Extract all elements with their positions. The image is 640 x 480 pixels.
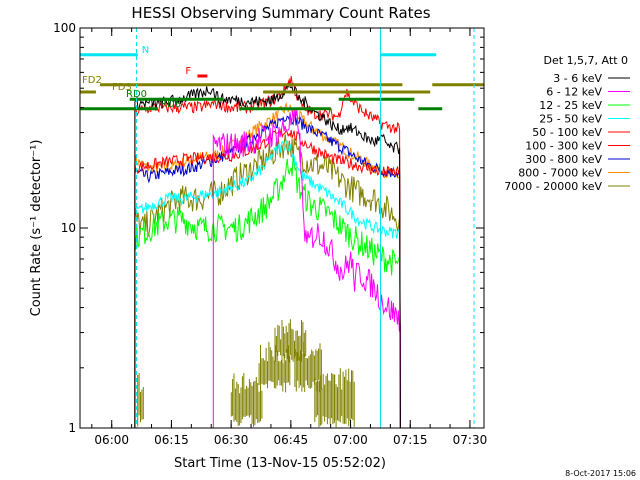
series-line-3-6-kev [134, 82, 401, 428]
low-count-block [230, 373, 263, 427]
series-line-12-25-kev [134, 155, 401, 428]
flag-label-fd2: FD2 [82, 75, 102, 86]
low-count-block [258, 341, 291, 393]
low-count-block [274, 319, 307, 364]
legend-label: 800 - 7000 keV [518, 167, 602, 180]
series-line-6-12-kev [212, 108, 401, 428]
legend-label: 25 - 50 keV [539, 113, 602, 126]
legend-label: 7000 - 20000 keV [504, 180, 602, 193]
flag-label-f: F [185, 66, 191, 77]
y-tick-label: 1 [68, 421, 76, 435]
low-count-block [137, 373, 144, 427]
y-tick-label: 100 [53, 21, 76, 35]
y-tick-label: 10 [61, 221, 76, 235]
x-tick-label: 07:00 [333, 433, 368, 447]
legend-label: 300 - 800 keV [525, 153, 602, 166]
legend-label: 3 - 6 keV [553, 72, 602, 85]
x-axis-label: Start Time (13-Nov-15 05:52:02) [174, 456, 386, 471]
series-line-300-800-kev [134, 114, 401, 428]
x-tick-label: 06:45 [274, 433, 309, 447]
low-count-block [334, 368, 355, 428]
flag-label-n: N [142, 45, 149, 56]
legend-label: 100 - 300 keV [525, 140, 602, 153]
low-count-layer [137, 319, 355, 428]
axis-layer: 06:00 06:15 06:30 06:45 07:00 07:15 07:30 1 10 10… [53, 21, 487, 447]
low-count-block [314, 373, 335, 428]
legend-title: Det 1,5,7, Att 0 [544, 54, 628, 67]
x-tick-label: 07:15 [393, 433, 428, 447]
x-tick-label: 06:15 [154, 433, 189, 447]
series-layer [134, 76, 401, 428]
legend-label: 50 - 100 keV [532, 126, 602, 139]
flag-label-fd3: FD3 [112, 82, 132, 93]
x-tick-label: 07:30 [453, 433, 488, 447]
x-tick-label: 06:30 [214, 433, 249, 447]
flag-label-rd6: RD6 [160, 99, 181, 110]
legend-label: 6 - 12 keV [546, 86, 602, 99]
chart-title: HESSI Observing Summary Count Rates [131, 4, 430, 22]
footer-timestamp: 8-Oct-2017 15:06 [565, 469, 636, 478]
low-count-block [294, 341, 322, 393]
x-tick-label: 06:00 [94, 433, 129, 447]
series-line-100-300-kev [134, 128, 401, 428]
legend-label: 12 - 25 keV [539, 99, 602, 112]
y-axis-label: Count Rate (s⁻¹ detector⁻¹) [29, 140, 44, 317]
series-line-25-50-kev [134, 140, 401, 428]
vertical-markers-layer [136, 28, 475, 428]
